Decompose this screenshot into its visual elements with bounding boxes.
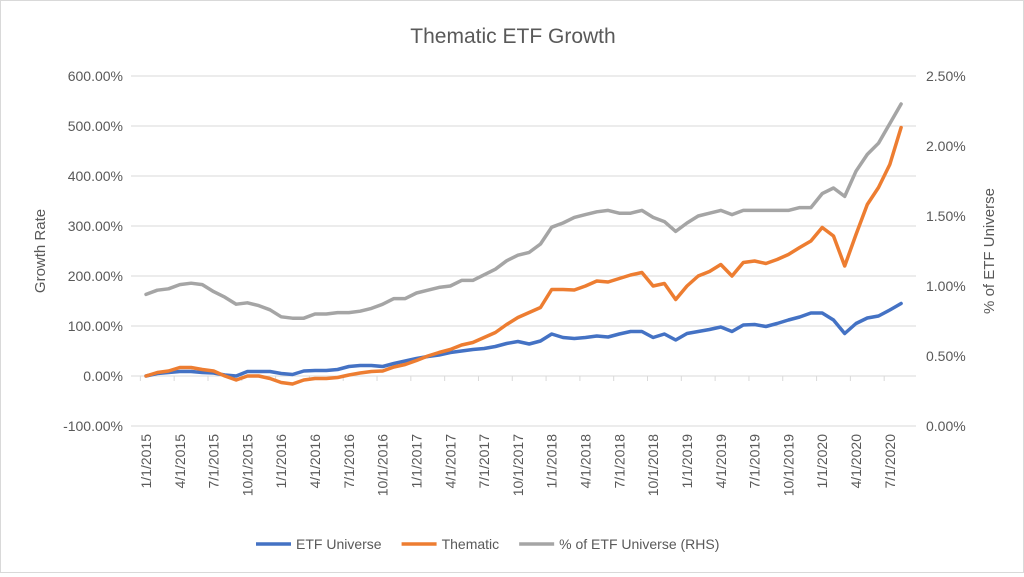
y2-tick-label: 1.00% (926, 278, 966, 294)
x-tick-label: 10/1/2015 (239, 434, 255, 496)
y2-tick-label: 0.50% (926, 348, 966, 364)
legend-label: ETF Universe (296, 536, 382, 552)
y-tick-label: 400.00% (68, 168, 123, 184)
x-tick-label: 10/1/2017 (510, 434, 526, 496)
x-tick-label: 10/1/2019 (780, 434, 796, 496)
x-tick-label: 4/1/2017 (442, 434, 458, 489)
x-tick-label: 4/1/2018 (578, 434, 594, 489)
x-tick-label: 4/1/2016 (307, 434, 323, 489)
x-tick-label: 1/1/2019 (679, 434, 695, 489)
y-tick-label: 100.00% (68, 318, 123, 334)
y-tick-label: 200.00% (68, 268, 123, 284)
y-tick-label: 300.00% (68, 218, 123, 234)
y2-tick-label: 2.00% (926, 138, 966, 154)
legend-label: Thematic (442, 536, 500, 552)
legend-item: Thematic (401, 536, 500, 552)
series-line-etf-universe (144, 301, 903, 378)
x-tick-label: 1/1/2016 (273, 434, 289, 489)
series-line-thematic (144, 125, 903, 386)
x-tick-label: 4/1/2020 (848, 434, 864, 489)
legend-label: % of ETF Universe (RHS) (559, 536, 719, 552)
y-tick-label: -100.00% (63, 418, 123, 434)
x-tick-label: 7/1/2018 (611, 434, 627, 489)
y2-tick-label: 1.50% (926, 208, 966, 224)
x-tick-label: 7/1/2016 (341, 434, 357, 489)
x-tick-label: 7/1/2020 (882, 434, 898, 489)
y2-tick-label: 2.50% (926, 68, 966, 84)
chart-title: Thematic ETF Growth (410, 25, 615, 48)
x-tick-label: 10/1/2018 (645, 434, 661, 496)
x-tick-label: 1/1/2015 (138, 434, 154, 489)
y-tick-label: 500.00% (68, 118, 123, 134)
x-tick-label: 7/1/2019 (747, 434, 763, 489)
x-tick-label: 1/1/2018 (544, 434, 560, 489)
x-tick-label: 7/1/2017 (476, 434, 492, 489)
y-tick-label: 0.00% (83, 368, 123, 384)
y2-tick-label: 0.00% (926, 418, 966, 434)
x-tick-label: 7/1/2015 (206, 434, 222, 489)
y2-axis-label: % of ETF Universe (981, 188, 998, 314)
series-line--of-etf-universe-rhs (144, 102, 903, 320)
x-tick-label: 10/1/2016 (375, 434, 391, 496)
legend-item: ETF Universe (256, 536, 382, 552)
x-tick-label: 1/1/2020 (814, 434, 830, 489)
x-tick-label: 4/1/2015 (172, 434, 188, 489)
y-axis-label: Growth Rate (32, 209, 49, 293)
x-tick-label: 1/1/2017 (408, 434, 424, 489)
legend-item: % of ETF Universe (RHS) (519, 536, 719, 552)
y-tick-label: 600.00% (68, 68, 123, 84)
x-tick-label: 4/1/2019 (713, 434, 729, 489)
